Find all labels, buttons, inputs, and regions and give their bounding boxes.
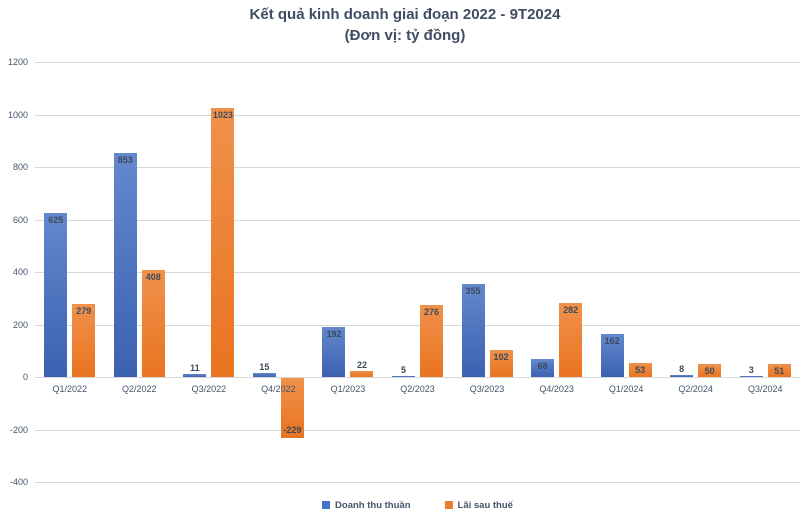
bar-lai-sau-thue: [72, 303, 96, 377]
x-axis-category-label: Q1/2022: [52, 384, 88, 394]
chart-subtitle: (Đơn vị: tỷ đồng): [344, 27, 466, 44]
legend-label-doanh-thu: Doanh thu thuần: [335, 499, 411, 511]
bar-lai-sau-thue: [280, 378, 304, 439]
gridline: [35, 114, 800, 116]
bar-doanh-thu: [392, 375, 415, 377]
x-axis-category-label: Q2/2023: [400, 384, 435, 394]
legend-item-doanh-thu: Doanh thu thuần: [322, 499, 411, 511]
y-axis-tick-label: -400: [9, 477, 28, 487]
data-label: 11: [190, 363, 200, 374]
bar-doanh-thu: [739, 376, 763, 377]
y-axis-tick-label: 400: [12, 267, 28, 277]
bar-lai-sau-thue: [141, 269, 165, 377]
y-axis-tick-label: 1200: [7, 57, 28, 67]
bar-lai-sau-thue: [420, 304, 443, 377]
data-label: 3: [748, 365, 754, 375]
data-label: 51: [774, 365, 785, 376]
data-label: 192: [326, 328, 342, 339]
data-label: 102: [493, 352, 509, 363]
y-axis-tick-label: -200: [9, 424, 28, 435]
bar-lai-sau-thue: [350, 371, 374, 377]
y-axis-tick-label: 200: [12, 319, 28, 330]
gridline: [35, 324, 800, 326]
y-axis-tick-label: 600: [12, 214, 28, 225]
bar-lai-sau-thue: [559, 302, 583, 377]
y-axis-tick-label: 800: [12, 162, 28, 172]
data-label: 22: [356, 360, 367, 371]
x-axis-category-label: Q4/2022: [261, 384, 296, 394]
gridline: [35, 429, 800, 431]
bar-doanh-thu: [600, 334, 624, 377]
data-label: 853: [117, 155, 133, 166]
y-axis-tick-label: 1000: [7, 109, 28, 120]
y-axis-tick-label: 0: [22, 372, 28, 382]
bar-doanh-thu: [461, 283, 485, 377]
bar-lai-sau-thue: [698, 363, 722, 377]
y-axis-labels: 1200 1000 800 600 400 200 0 -200 -400: [0, 57, 30, 487]
gridline: [35, 272, 800, 273]
gridline: [35, 482, 800, 483]
gridline: [35, 62, 800, 63]
chart-title: Kết quả kinh doanh giai đoạn 2022 - 9T20…: [249, 6, 561, 23]
legend-swatch-blue-icon: [322, 501, 331, 509]
gridline: [35, 167, 800, 168]
gridline: [35, 219, 800, 221]
data-label: -229: [283, 425, 302, 436]
data-label: 408: [145, 271, 161, 282]
x-axis-category-label: Q2/2024: [678, 384, 713, 394]
x-axis-category-label: Q3/2024: [747, 384, 783, 394]
data-label: 355: [465, 285, 481, 296]
x-axis-category-label: Q3/2023: [469, 384, 505, 394]
legend: Doanh thu thuần Lãi sau thuế: [35, 497, 800, 513]
bar-lai-sau-thue: [628, 363, 652, 377]
legend-item-lai-sau-thue: Lãi sau thuế: [444, 499, 513, 511]
data-label: 279: [76, 305, 92, 316]
x-axis-category-label: Q1/2024: [608, 384, 644, 394]
bar-lai-sau-thue: [489, 350, 513, 377]
bar-doanh-thu: [183, 374, 207, 377]
plot-area: 625 853 11 15 192 5 355 68 162 8 3 279 408 1023 -229 22…: [35, 62, 800, 483]
data-label: 276: [423, 306, 440, 317]
data-label: 50: [704, 365, 715, 376]
x-axis-line: [35, 377, 800, 378]
bar-lai-sau-thue: [211, 108, 235, 377]
data-label: 8: [679, 363, 685, 374]
bar-doanh-thu: [44, 212, 68, 377]
data-label: 15: [259, 362, 270, 373]
data-label: 5: [400, 364, 406, 375]
legend-swatch-orange-icon: [444, 501, 453, 509]
data-label: 53: [635, 365, 646, 376]
data-label: 625: [48, 214, 64, 225]
data-label: 162: [604, 336, 620, 347]
legend-label-lai-sau-thue: Lãi sau thuế: [457, 499, 513, 511]
bar-doanh-thu: [531, 359, 555, 377]
bar-doanh-thu: [670, 374, 694, 377]
x-axis-category-label: Q4/2023: [539, 384, 574, 394]
x-axis-category-label: Q3/2022: [191, 384, 227, 394]
x-axis-category-label: Q1/2023: [330, 384, 366, 394]
x-axis-category-label: Q2/2022: [122, 384, 157, 394]
data-label: 68: [537, 361, 548, 372]
bar-doanh-thu: [252, 373, 276, 377]
bar-lai-sau-thue: [767, 363, 791, 377]
data-label: 1023: [212, 110, 233, 121]
bar-doanh-thu: [113, 153, 137, 377]
bar-doanh-thu: [322, 326, 346, 377]
data-label: 282: [563, 304, 579, 315]
